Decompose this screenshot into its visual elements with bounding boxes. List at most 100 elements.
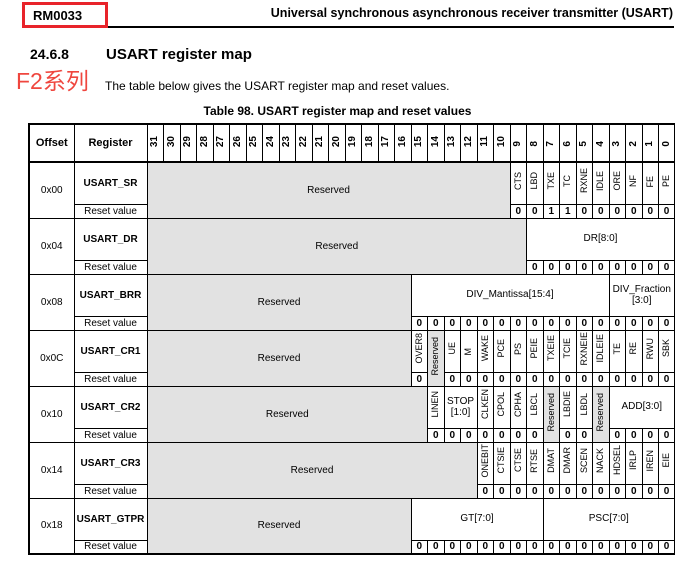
reset-bit-cell: 0 [592, 483, 610, 499]
table-caption: Table 98. USART register map and reset v… [203, 104, 472, 118]
bit-field-cell: PS [509, 329, 527, 373]
doc-id-red-box: RM0033 [22, 2, 108, 28]
table-header-row: Offset Register 31 30 29 28 27 26 25 24 23 22 21 20 19… [28, 123, 675, 163]
bit-number-label: 29 [182, 135, 194, 147]
bit-field-cell: CTSIE [493, 441, 511, 485]
bit-field-cell: PCE [493, 329, 511, 373]
bit-field-label: TXE [545, 171, 556, 190]
bit-field-label: DMAT [545, 448, 556, 473]
bit-field-cell: NF [625, 161, 643, 205]
bit-column-header: 5 [575, 123, 593, 163]
reset-bit-cell: 0 [509, 203, 527, 219]
reset-bit-cell: 0 [592, 539, 610, 555]
bit-column-header: 18 [361, 123, 379, 163]
bit-number-label: 17 [380, 135, 392, 147]
bit-field-label: LBDL [578, 393, 589, 416]
bit-field-cell: CPHA [509, 385, 527, 429]
bit-number-label: 4 [594, 141, 606, 147]
bit-field-label: FE [644, 175, 655, 188]
reset-bit-cell: 0 [410, 371, 428, 387]
reset-bit-cell: 0 [443, 371, 461, 387]
bit-field-cell: CTS [509, 161, 527, 205]
register-name-cell: USART_CR2 [73, 385, 148, 429]
reset-bit-cell: 0 [592, 259, 610, 275]
reset-bit-cell: 0 [559, 483, 577, 499]
reset-bit-cell: 0 [410, 539, 428, 555]
bit-column-header: 20 [328, 123, 346, 163]
offset-cell: 0x08 [28, 273, 75, 331]
reset-bit-cell: 0 [542, 483, 560, 499]
reset-bit-cell: 0 [575, 539, 593, 555]
offset-column-header: Offset [28, 123, 75, 163]
reset-bit-cell: 0 [608, 371, 626, 387]
reserved-bit-label: Reserved [430, 337, 441, 376]
multi-bit-field-cell: GT[7:0] [410, 497, 544, 541]
reset-bit-cell: 0 [526, 427, 544, 443]
reset-bit-cell: 0 [559, 539, 577, 555]
bit-number-label: 19 [347, 135, 359, 147]
bit-field-cell: TCIE [559, 329, 577, 373]
reset-bit-cell: 0 [526, 539, 544, 555]
usart-register-map-table: Offset Register 31 30 29 28 27 26 25 24 23 22 21 20 19… [28, 123, 675, 555]
bit-column-header: 24 [262, 123, 280, 163]
bit-column-header: 31 [146, 123, 164, 163]
bit-column-header: 16 [394, 123, 412, 163]
bit-field-cell: LBDL [575, 385, 593, 429]
register-map-table-wrap: Offset Register 31 30 29 28 27 26 25 24 23 22 21 20 19… [28, 123, 675, 555]
offset-cell: 0x00 [28, 161, 75, 219]
reset-bit-cell: 0 [658, 315, 675, 331]
bit-column-header: 17 [377, 123, 395, 163]
reset-bit-cell: 0 [625, 539, 643, 555]
bit-number-label: 26 [231, 135, 243, 147]
offset-cell: 0x10 [28, 385, 75, 443]
bit-field-cell: SCEN [575, 441, 593, 485]
bit-field-cell: IDLE [592, 161, 610, 205]
bit-column-header: 22 [295, 123, 313, 163]
reset-bit-cell: 0 [641, 427, 659, 443]
reset-bit-cell: 0 [493, 427, 511, 443]
bit-column-header: 30 [163, 123, 181, 163]
bit-field-label: RTSE [529, 448, 540, 473]
bit-column-header: 25 [245, 123, 263, 163]
bit-field-label: IDLE [595, 170, 606, 191]
bit-column-header: 0 [658, 123, 675, 163]
header-rule [28, 26, 674, 28]
reset-bit-cell: 0 [658, 539, 675, 555]
bit-field-cell: TC [559, 161, 577, 205]
reserved-cell: Reserved [146, 161, 511, 219]
reset-bit-cell: 0 [443, 539, 461, 555]
reset-bit-cell: 0 [476, 427, 494, 443]
bit-field-cell: RE [625, 329, 643, 373]
offset-cell: 0x18 [28, 497, 75, 555]
reserved-cell: Reserved [146, 273, 412, 331]
reset-bit-cell: 0 [641, 539, 659, 555]
reset-bit-cell: 0 [608, 315, 626, 331]
register-name-cell: USART_CR3 [73, 441, 148, 485]
bit-column-header: 11 [476, 123, 494, 163]
bit-field-cell: CPOL [493, 385, 511, 429]
reset-bit-cell: 0 [493, 371, 511, 387]
bit-field-cell: TE [608, 329, 626, 373]
reset-bit-cell: 0 [641, 203, 659, 219]
bit-field-cell: DMAT [542, 441, 560, 485]
register-row: 0x0C USART_CR1 Reserved OVER8 Reserved UE M WAK… [28, 329, 675, 387]
reset-bit-cell: 0 [559, 315, 577, 331]
bit-number-label: 9 [512, 141, 524, 147]
reset-bit-cell: 0 [608, 483, 626, 499]
bit-number-label: 24 [264, 135, 276, 147]
bit-field-cell: TXEIE [542, 329, 560, 373]
reset-bit-cell: 0 [460, 315, 478, 331]
register-row: 0x14 USART_CR3 Reserved ONEBIT CTSIE CTSE RTSE… [28, 441, 675, 499]
bit-number-label: 3 [611, 141, 623, 147]
reset-bit-cell: 0 [559, 371, 577, 387]
bit-column-header: 27 [212, 123, 230, 163]
bit-column-header: 4 [592, 123, 610, 163]
bit-column-header: 10 [493, 123, 511, 163]
reset-bit-cell: 0 [658, 483, 675, 499]
bit-field-cell: OVER8 [410, 329, 428, 373]
bit-number-label: 18 [363, 135, 375, 147]
bit-number-label: 30 [165, 135, 177, 147]
bit-field-cell: M [460, 329, 478, 373]
reset-bit-cell: 0 [460, 539, 478, 555]
bit-number-label: 20 [330, 135, 342, 147]
